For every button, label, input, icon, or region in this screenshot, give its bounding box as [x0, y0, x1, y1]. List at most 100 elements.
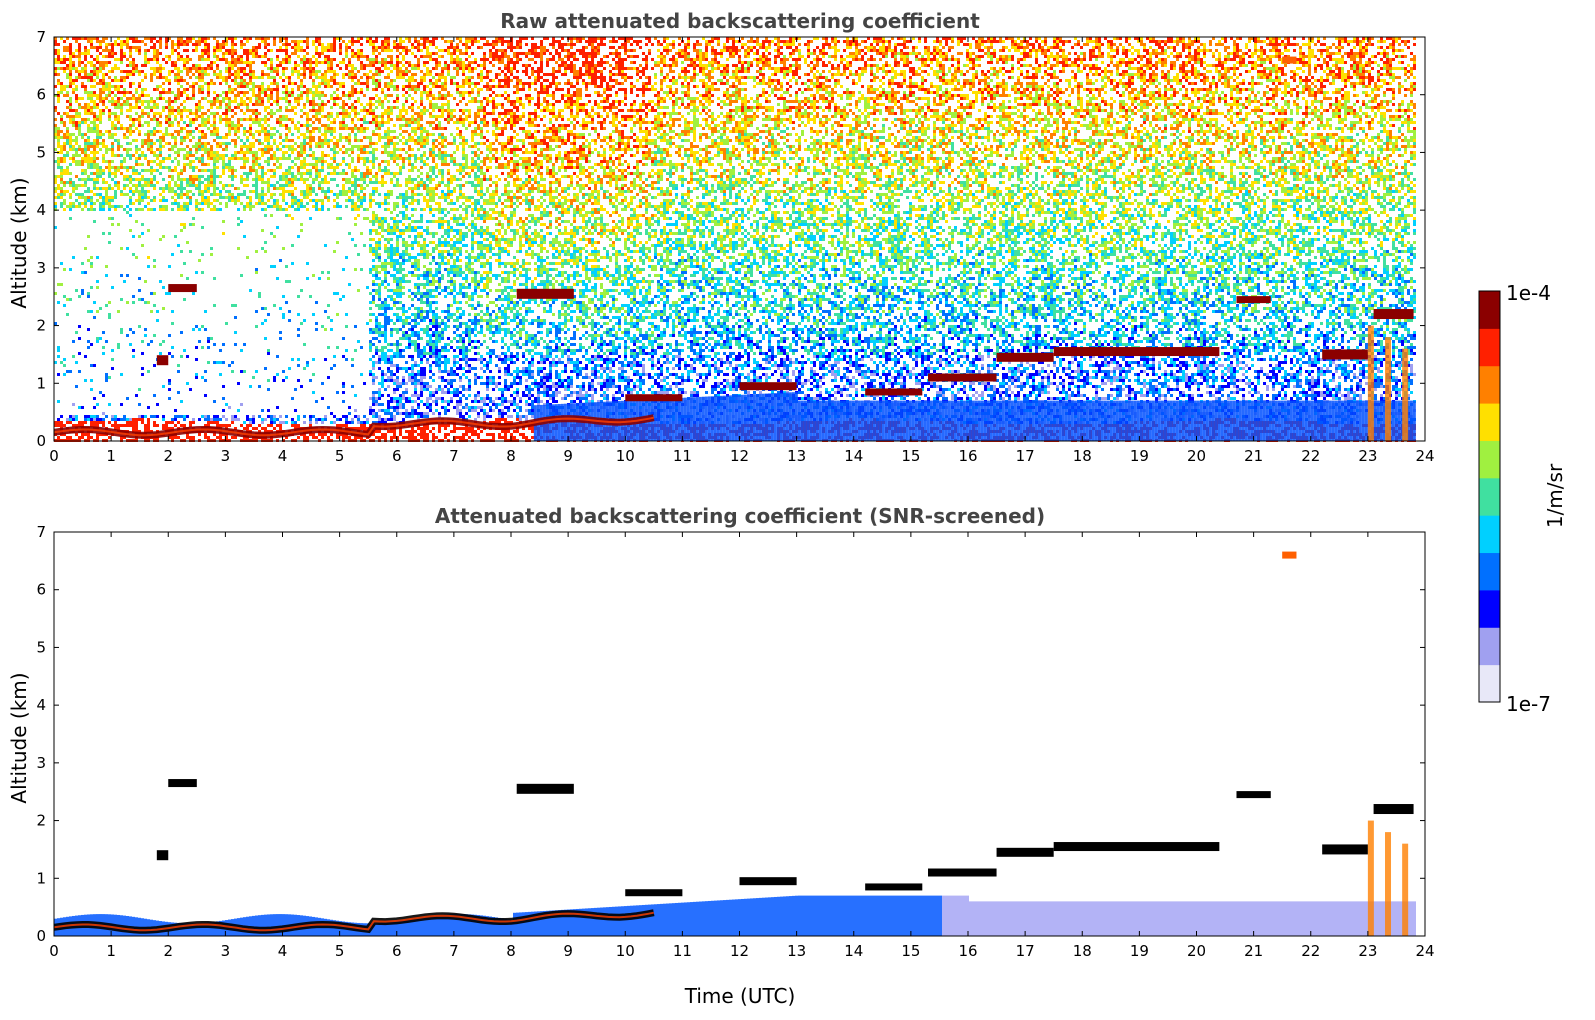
- field-cell: [285, 67, 288, 70]
- field-cell: [288, 118, 291, 121]
- field-cell: [381, 331, 384, 334]
- field-cell: [123, 91, 126, 94]
- field-cell: [150, 151, 153, 154]
- field-cell: [375, 430, 378, 433]
- field-cell: [387, 139, 390, 142]
- field-cell: [126, 424, 129, 427]
- field-cell: [351, 121, 354, 124]
- field-cell: [342, 136, 345, 139]
- field-cell: [192, 64, 195, 67]
- field-cell: [303, 151, 306, 154]
- field-cell: [282, 316, 285, 319]
- field-cell: [138, 163, 141, 166]
- field-cell: [195, 106, 198, 109]
- field-cell: [375, 265, 378, 268]
- field-cell: [381, 325, 384, 328]
- field-cell: [396, 76, 399, 79]
- field-cell: [66, 154, 69, 157]
- field-cell: [372, 379, 375, 382]
- field-cell: [357, 205, 360, 208]
- field-cell: [261, 55, 264, 58]
- field-cell: [114, 100, 117, 103]
- field-cell: [318, 169, 321, 172]
- field-cell: [81, 133, 84, 136]
- field-cell: [183, 262, 186, 265]
- field-cell: [297, 424, 300, 427]
- field-cell: [297, 88, 300, 91]
- field-cell: [393, 280, 396, 283]
- field-cell: [255, 181, 258, 184]
- field-cell: [378, 292, 381, 295]
- field-cell: [87, 40, 90, 43]
- field-cell: [360, 232, 363, 235]
- field-cell: [96, 163, 99, 166]
- field-cell: [81, 106, 84, 109]
- field-cell: [282, 97, 285, 100]
- field-cell: [249, 151, 252, 154]
- field-cell: [324, 175, 327, 178]
- field-cell: [105, 379, 108, 382]
- field-cell: [303, 76, 306, 79]
- field-cell: [75, 175, 78, 178]
- field-cell: [378, 283, 381, 286]
- field-cell: [153, 52, 156, 55]
- field-cell: [393, 274, 396, 277]
- field-cell: [255, 97, 258, 100]
- field-cell: [84, 355, 87, 358]
- field-cell: [213, 418, 216, 421]
- field-cell: [87, 292, 90, 295]
- field-cell: [90, 127, 93, 130]
- field-cell: [321, 157, 324, 160]
- field-cell: [384, 340, 387, 343]
- field-cell: [153, 178, 156, 181]
- field-cell: [393, 247, 396, 250]
- field-cell: [156, 130, 159, 133]
- field-cell: [390, 112, 393, 115]
- field-cell: [204, 418, 207, 421]
- field-cell: [90, 421, 93, 424]
- field-cell: [138, 178, 141, 181]
- field-cell: [132, 130, 135, 133]
- field-cell: [336, 166, 339, 169]
- field-cell: [390, 82, 393, 85]
- field-cell: [165, 79, 168, 82]
- field-cell: [138, 121, 141, 124]
- field-cell: [297, 154, 300, 157]
- field-cell: [225, 94, 228, 97]
- field-cell: [387, 160, 390, 163]
- field-cell: [84, 76, 87, 79]
- field-cell: [189, 85, 192, 88]
- field-cell: [363, 115, 366, 118]
- field-cell: [396, 43, 399, 46]
- field-cell: [150, 142, 153, 145]
- field-cell: [96, 61, 99, 64]
- field-cell: [342, 145, 345, 148]
- field-cell: [129, 91, 132, 94]
- field-cell: [327, 124, 330, 127]
- field-cell: [147, 133, 150, 136]
- field-cell: [150, 160, 153, 163]
- field-cell: [72, 148, 75, 151]
- field-cell: [294, 163, 297, 166]
- field-cell: [270, 133, 273, 136]
- field-cell: [291, 73, 294, 76]
- field-cell: [87, 106, 90, 109]
- field-cell: [375, 274, 378, 277]
- field-cell: [375, 82, 378, 85]
- field-cell: [318, 85, 321, 88]
- field-cell: [273, 112, 276, 115]
- field-cell: [72, 202, 75, 205]
- field-cell: [333, 199, 336, 202]
- field-cell: [372, 253, 375, 256]
- field-cell: [153, 292, 156, 295]
- field-cell: [243, 49, 246, 52]
- field-cell: [264, 55, 267, 58]
- field-cell: [87, 76, 90, 79]
- field-cell: [288, 190, 291, 193]
- field-cell: [369, 268, 372, 271]
- field-cell: [360, 346, 363, 349]
- field-cell: [369, 151, 372, 154]
- field-cell: [270, 115, 273, 118]
- field-cell: [279, 64, 282, 67]
- field-cell: [387, 133, 390, 136]
